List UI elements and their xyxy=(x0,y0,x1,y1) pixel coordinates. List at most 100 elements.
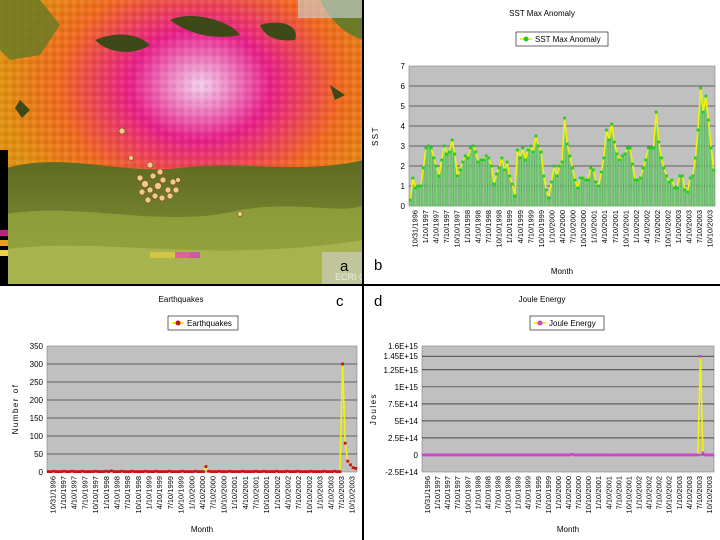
data-point xyxy=(537,144,540,148)
data-point xyxy=(238,470,242,474)
data-point xyxy=(209,470,213,474)
data-point xyxy=(476,160,480,164)
y-tick-label: 7.5E+14 xyxy=(388,400,419,409)
x-tick-label: 7/10/1999 xyxy=(534,476,543,509)
data-point xyxy=(581,176,585,180)
x-tick-label: 1/10/2003 xyxy=(316,476,325,509)
x-tick-label: 4/10/2001 xyxy=(604,476,613,509)
data-point xyxy=(341,362,344,366)
data-point xyxy=(476,453,480,457)
data-point xyxy=(577,453,581,457)
x-tick-label: 7/10/1999 xyxy=(166,476,175,509)
data-point xyxy=(691,174,695,178)
data-point xyxy=(49,470,53,474)
data-point xyxy=(622,453,626,457)
data-point xyxy=(434,453,438,457)
data-bar xyxy=(445,153,448,207)
data-point xyxy=(503,168,506,172)
data-point xyxy=(689,453,692,457)
data-point xyxy=(686,453,690,457)
data-point xyxy=(591,168,595,172)
data-bar xyxy=(704,95,707,207)
data-point xyxy=(654,453,658,457)
data-point xyxy=(510,182,514,186)
data-point xyxy=(572,453,576,457)
data-point xyxy=(694,453,697,457)
x-tick-label: 4/10/2000 xyxy=(564,476,573,509)
x-tick-label: 10/31/1996 xyxy=(410,210,419,248)
data-point xyxy=(555,174,559,178)
data-point xyxy=(128,470,132,474)
data-point xyxy=(665,174,669,178)
data-bar xyxy=(500,157,503,207)
data-point xyxy=(538,453,541,457)
data-point xyxy=(191,470,195,474)
data-point xyxy=(557,453,561,457)
data-bar xyxy=(432,157,435,207)
data-point xyxy=(207,469,210,473)
data-point xyxy=(676,453,680,457)
chart-title-b: SST Max Anomaly xyxy=(509,9,575,18)
data-point xyxy=(662,166,666,170)
data-point xyxy=(617,453,621,457)
x-tick-label: 1/10/1997 xyxy=(433,476,442,509)
data-point xyxy=(654,110,658,114)
data-bar xyxy=(414,187,417,207)
data-point xyxy=(435,164,438,168)
data-bar xyxy=(477,161,480,207)
data-point xyxy=(529,144,533,148)
data-bar xyxy=(487,157,490,207)
data-point xyxy=(333,469,337,473)
data-bar xyxy=(576,187,579,207)
data-point xyxy=(570,452,574,456)
x-tick-label: 7/10/1998 xyxy=(123,476,132,509)
data-point xyxy=(545,453,549,457)
x-tick-label: 10/10/2002 xyxy=(665,476,674,514)
legend-box xyxy=(515,31,609,47)
data-bar xyxy=(652,147,655,207)
data-point xyxy=(478,453,482,457)
data-bar xyxy=(466,157,469,207)
data-point xyxy=(707,118,710,122)
data-point xyxy=(199,470,203,474)
data-point xyxy=(644,453,648,457)
horizontal-divider xyxy=(0,284,720,286)
earthquakes-chart: Earthquakes c Earthquakes 0 50 100 150 200 250 30… xyxy=(11,293,358,534)
data-point xyxy=(421,166,425,170)
data-point xyxy=(550,180,553,184)
x-tick-label: 10/10/1998 xyxy=(495,210,504,248)
y-tick-label: 2 xyxy=(401,162,406,171)
data-point xyxy=(441,453,445,457)
data-bar xyxy=(519,157,522,207)
data-point xyxy=(194,469,197,473)
data-point xyxy=(54,470,58,474)
y-tick-label: 7 xyxy=(401,62,406,71)
data-point xyxy=(99,470,103,474)
data-point xyxy=(442,144,446,148)
data-point xyxy=(552,164,556,168)
data-point xyxy=(684,453,687,457)
x-tick-label: 7/10/2001 xyxy=(251,476,260,509)
x-tick-label: 10/10/1999 xyxy=(544,476,553,514)
data-point xyxy=(661,453,665,457)
x-tick-label: 10/31/1996 xyxy=(423,476,432,514)
data-point xyxy=(94,469,98,473)
data-bar xyxy=(615,153,618,207)
data-point xyxy=(146,470,150,474)
data-point xyxy=(618,158,621,162)
panel-letter-b: b xyxy=(374,257,382,274)
data-bar xyxy=(610,123,613,207)
data-point xyxy=(567,453,571,457)
data-point xyxy=(599,170,603,174)
data-point xyxy=(631,162,635,166)
legend-swatch-marker xyxy=(537,320,543,326)
data-point xyxy=(432,156,436,160)
data-point xyxy=(46,470,50,474)
x-tick-label: 1/10/2001 xyxy=(230,476,239,509)
data-point xyxy=(246,470,250,474)
data-point xyxy=(531,150,535,154)
data-point xyxy=(455,174,459,178)
legend-box xyxy=(167,315,239,331)
data-point xyxy=(492,182,496,186)
x-tick-label: 4/10/1997 xyxy=(443,476,452,509)
